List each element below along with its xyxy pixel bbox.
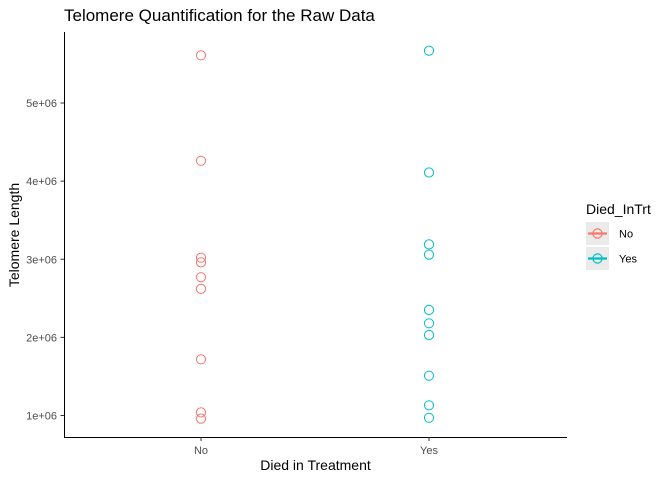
- data-point-yes: [423, 329, 435, 341]
- chart-title: Telomere Quantification for the Raw Data: [64, 6, 375, 25]
- y-tick-label: 2e+06: [26, 332, 57, 344]
- data-point-yes: [423, 304, 435, 316]
- data-point-yes: [423, 400, 435, 411]
- data-point-no: [195, 257, 207, 268]
- legend-entry-yes: Yes: [586, 247, 637, 270]
- data-point-yes: [423, 370, 435, 381]
- data-point-yes: [423, 249, 435, 260]
- y-ticks: 1e+06 2e+06 3e+06 4e+06 5e+06: [26, 98, 64, 423]
- legend-label: No: [619, 229, 633, 241]
- legend-label: Yes: [619, 254, 637, 266]
- x-ticks: No Yes: [194, 437, 438, 457]
- data-point-no: [195, 272, 207, 283]
- x-axis-title: Died in Treatment: [260, 457, 371, 473]
- data-point-yes: [423, 167, 435, 178]
- data-point-no: [195, 283, 207, 294]
- data-point-yes: [423, 239, 435, 250]
- data-point-yes: [423, 318, 435, 329]
- x-tick-label: No: [194, 445, 208, 457]
- y-axis-title: Telomere Length: [6, 183, 22, 287]
- data-point-no: [195, 50, 207, 61]
- y-tick-label: 1e+06: [26, 411, 57, 423]
- data-point-yes: [423, 412, 435, 423]
- data-point-no: [195, 155, 207, 166]
- legend-title: Died_InTrt: [586, 201, 651, 217]
- data-points: [195, 45, 435, 424]
- y-tick-label: 3e+06: [26, 254, 57, 266]
- legend: Died_InTrt No Yes: [586, 201, 651, 270]
- y-tick-label: 5e+06: [26, 98, 57, 110]
- data-point-yes: [423, 45, 435, 56]
- data-point-no: [195, 407, 207, 418]
- legend-entry-no: No: [586, 222, 633, 245]
- data-point-no: [195, 413, 207, 424]
- legend-key-point: [592, 253, 603, 264]
- legend-key-point: [592, 228, 603, 239]
- data-point-no: [195, 252, 207, 263]
- y-tick-label: 4e+06: [26, 176, 57, 188]
- x-tick-label: Yes: [420, 445, 438, 457]
- data-point-no: [195, 354, 207, 365]
